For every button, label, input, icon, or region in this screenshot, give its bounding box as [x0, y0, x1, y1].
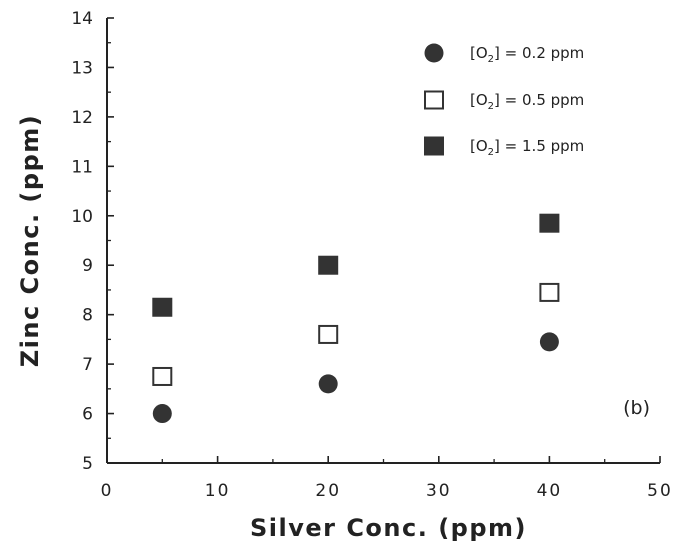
axes	[106, 18, 660, 464]
legend-marker	[424, 90, 444, 110]
legend-item: [O2] = 0.2 ppm	[424, 43, 584, 65]
data-point	[539, 213, 560, 233]
y-tick-label: 7	[82, 355, 93, 375]
x-tick-label: 40	[537, 481, 563, 501]
ticks: 5 6 7 8 9 10 11 12 13 14 0 10 20 30 40 50	[71, 9, 673, 501]
x-tick-label: 0	[101, 481, 114, 501]
data-point	[318, 374, 338, 394]
y-axis-title: Zinc Conc. (ppm)	[16, 114, 44, 368]
y-tick-label: 8	[82, 306, 93, 326]
data-point	[318, 255, 339, 275]
legend-label: [O2] = 0.5 ppm	[470, 91, 584, 112]
data-point	[318, 324, 339, 344]
y-tick-label: 9	[82, 256, 93, 276]
x-tick-label: 20	[315, 481, 341, 501]
series-3	[152, 213, 560, 317]
legend-marker	[424, 136, 444, 156]
panel-label: (b)	[623, 397, 650, 419]
series-1	[152, 332, 559, 424]
data-point	[539, 332, 559, 352]
data-point	[539, 282, 560, 302]
x-tick-label: 50	[647, 481, 673, 501]
legend-label: [O2] = 1.5 ppm	[470, 137, 584, 158]
legend-marker	[424, 43, 444, 63]
legend-label: [O2] = 0.2 ppm	[470, 44, 584, 65]
data-marks	[152, 213, 560, 424]
y-tick-label: 11	[71, 157, 93, 177]
data-point	[152, 297, 173, 317]
y-tick-label: 10	[71, 207, 93, 227]
y-tick-label: 6	[82, 405, 93, 425]
legend-item: [O2] = 1.5 ppm	[424, 136, 584, 158]
x-tick-label: 10	[205, 481, 231, 501]
data-point	[152, 366, 173, 386]
legend-item: [O2] = 0.5 ppm	[424, 90, 584, 112]
y-tick-label: 12	[71, 108, 93, 128]
y-tick-label: 5	[82, 454, 93, 474]
data-point	[152, 404, 172, 424]
y-tick-label: 13	[71, 58, 93, 78]
x-tick-label: 30	[426, 481, 452, 501]
series-2	[152, 282, 560, 386]
legend: [O2] = 0.2 ppm [O2] = 0.5 ppm [O2] = 1.5 p…	[424, 43, 584, 158]
x-axis-title: Silver Conc. (ppm)	[250, 514, 527, 542]
y-tick-label: 14	[71, 9, 93, 29]
